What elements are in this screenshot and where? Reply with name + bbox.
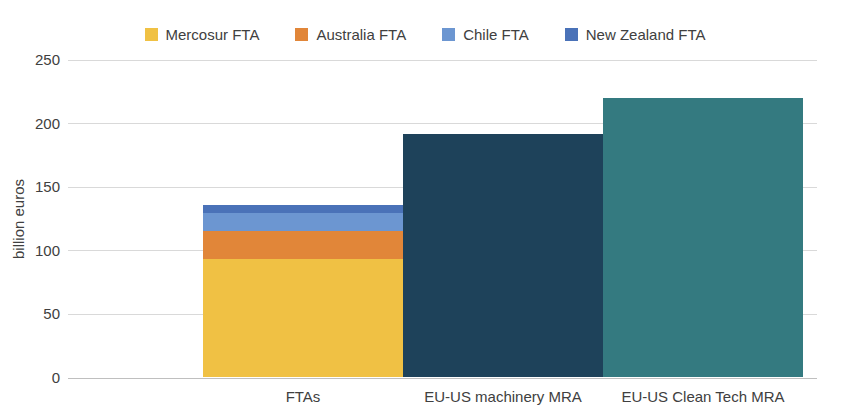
gridline bbox=[68, 60, 817, 61]
legend-swatch-icon bbox=[145, 28, 158, 41]
y-tick-label: 50 bbox=[0, 305, 60, 323]
legend-item: Chile FTA bbox=[442, 26, 529, 43]
bar-segment bbox=[203, 259, 403, 377]
bar-segment bbox=[203, 213, 403, 231]
x-axis-label: EU-US Clean Tech MRA bbox=[573, 388, 833, 405]
bar-segment bbox=[203, 205, 403, 213]
y-tick-label: 100 bbox=[0, 242, 60, 260]
y-tick-label: 200 bbox=[0, 115, 60, 133]
bar-2 bbox=[403, 134, 603, 377]
chart: Mercosur FTA Australia FTA Chile FTA New Ze… bbox=[0, 0, 850, 418]
legend-label: Australia FTA bbox=[316, 26, 406, 43]
y-axis-title: billion euros bbox=[8, 60, 28, 378]
plot-area bbox=[68, 60, 817, 378]
legend-label: Mercosur FTA bbox=[166, 26, 260, 43]
legend-item: Australia FTA bbox=[295, 26, 406, 43]
y-tick-label: 150 bbox=[0, 178, 60, 196]
chart-legend: Mercosur FTA Australia FTA Chile FTA New Ze… bbox=[0, 24, 850, 44]
legend-label: Chile FTA bbox=[463, 26, 529, 43]
y-tick-label: 250 bbox=[0, 51, 60, 69]
legend-label: New Zealand FTA bbox=[586, 26, 706, 43]
bar-1 bbox=[203, 205, 403, 377]
bar-segment bbox=[403, 134, 603, 377]
legend-item: New Zealand FTA bbox=[565, 26, 706, 43]
legend-swatch-icon bbox=[442, 28, 455, 41]
bar-3 bbox=[603, 98, 803, 377]
legend-swatch-icon bbox=[295, 28, 308, 41]
legend-swatch-icon bbox=[565, 28, 578, 41]
y-tick-label: 0 bbox=[0, 369, 60, 387]
x-axis-baseline bbox=[68, 378, 817, 379]
legend-item: Mercosur FTA bbox=[145, 26, 260, 43]
bar-segment bbox=[603, 98, 803, 377]
bar-segment bbox=[203, 231, 403, 259]
